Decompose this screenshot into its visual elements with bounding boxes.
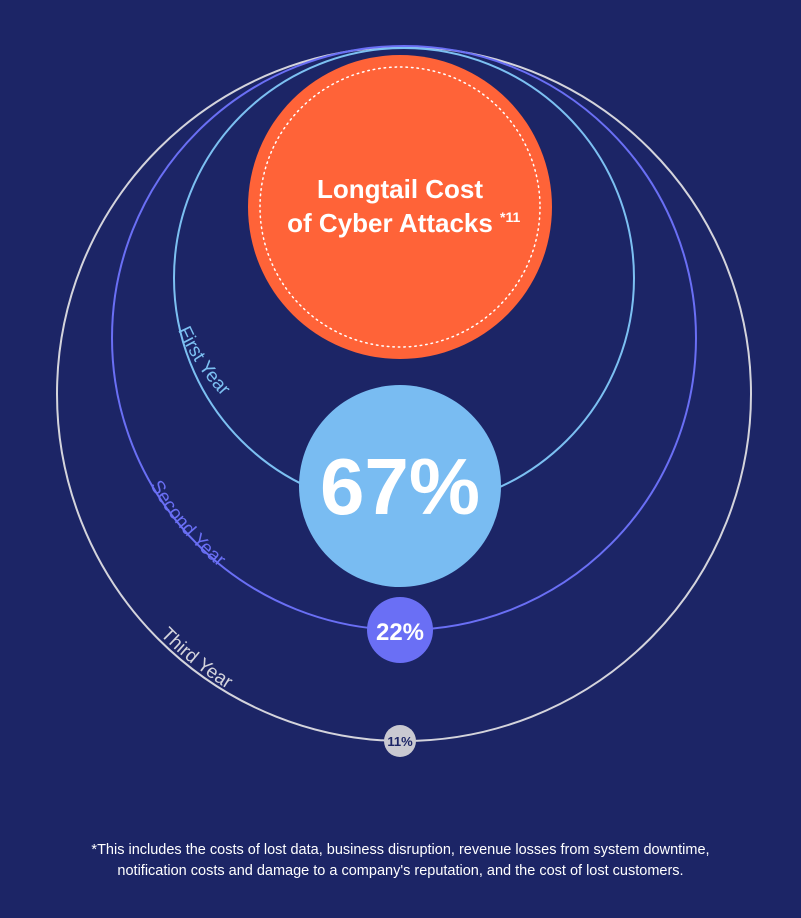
title-circle — [248, 55, 552, 359]
second-year-label: Second Year — [146, 477, 230, 571]
footnote-line-1: *This includes the costs of lost data, b… — [91, 842, 710, 858]
first-year-percent: 67% — [320, 442, 480, 531]
first-year-label: First Year — [173, 323, 234, 400]
third-year-percent: 11% — [387, 734, 413, 749]
third-year-label: Third Year — [156, 624, 236, 694]
second-year-bubble — [367, 597, 433, 663]
title-line-2: of Cyber Attacks — [287, 208, 493, 238]
second-year-percent: 22% — [376, 619, 424, 646]
longtail-cost-diagram: First Year Second Year Third Year Longta… — [56, 45, 752, 757]
third-year-bubble — [384, 725, 416, 757]
footnote-marker: *11 — [500, 209, 520, 225]
footnote-line-2: notification costs and damage to a compa… — [117, 863, 684, 879]
footnote: *This includes the costs of lost data, b… — [0, 840, 801, 882]
first-year-bubble — [299, 385, 501, 587]
title-circle-dotted-border — [259, 66, 541, 348]
title-line-1: Longtail Cost — [317, 174, 483, 204]
